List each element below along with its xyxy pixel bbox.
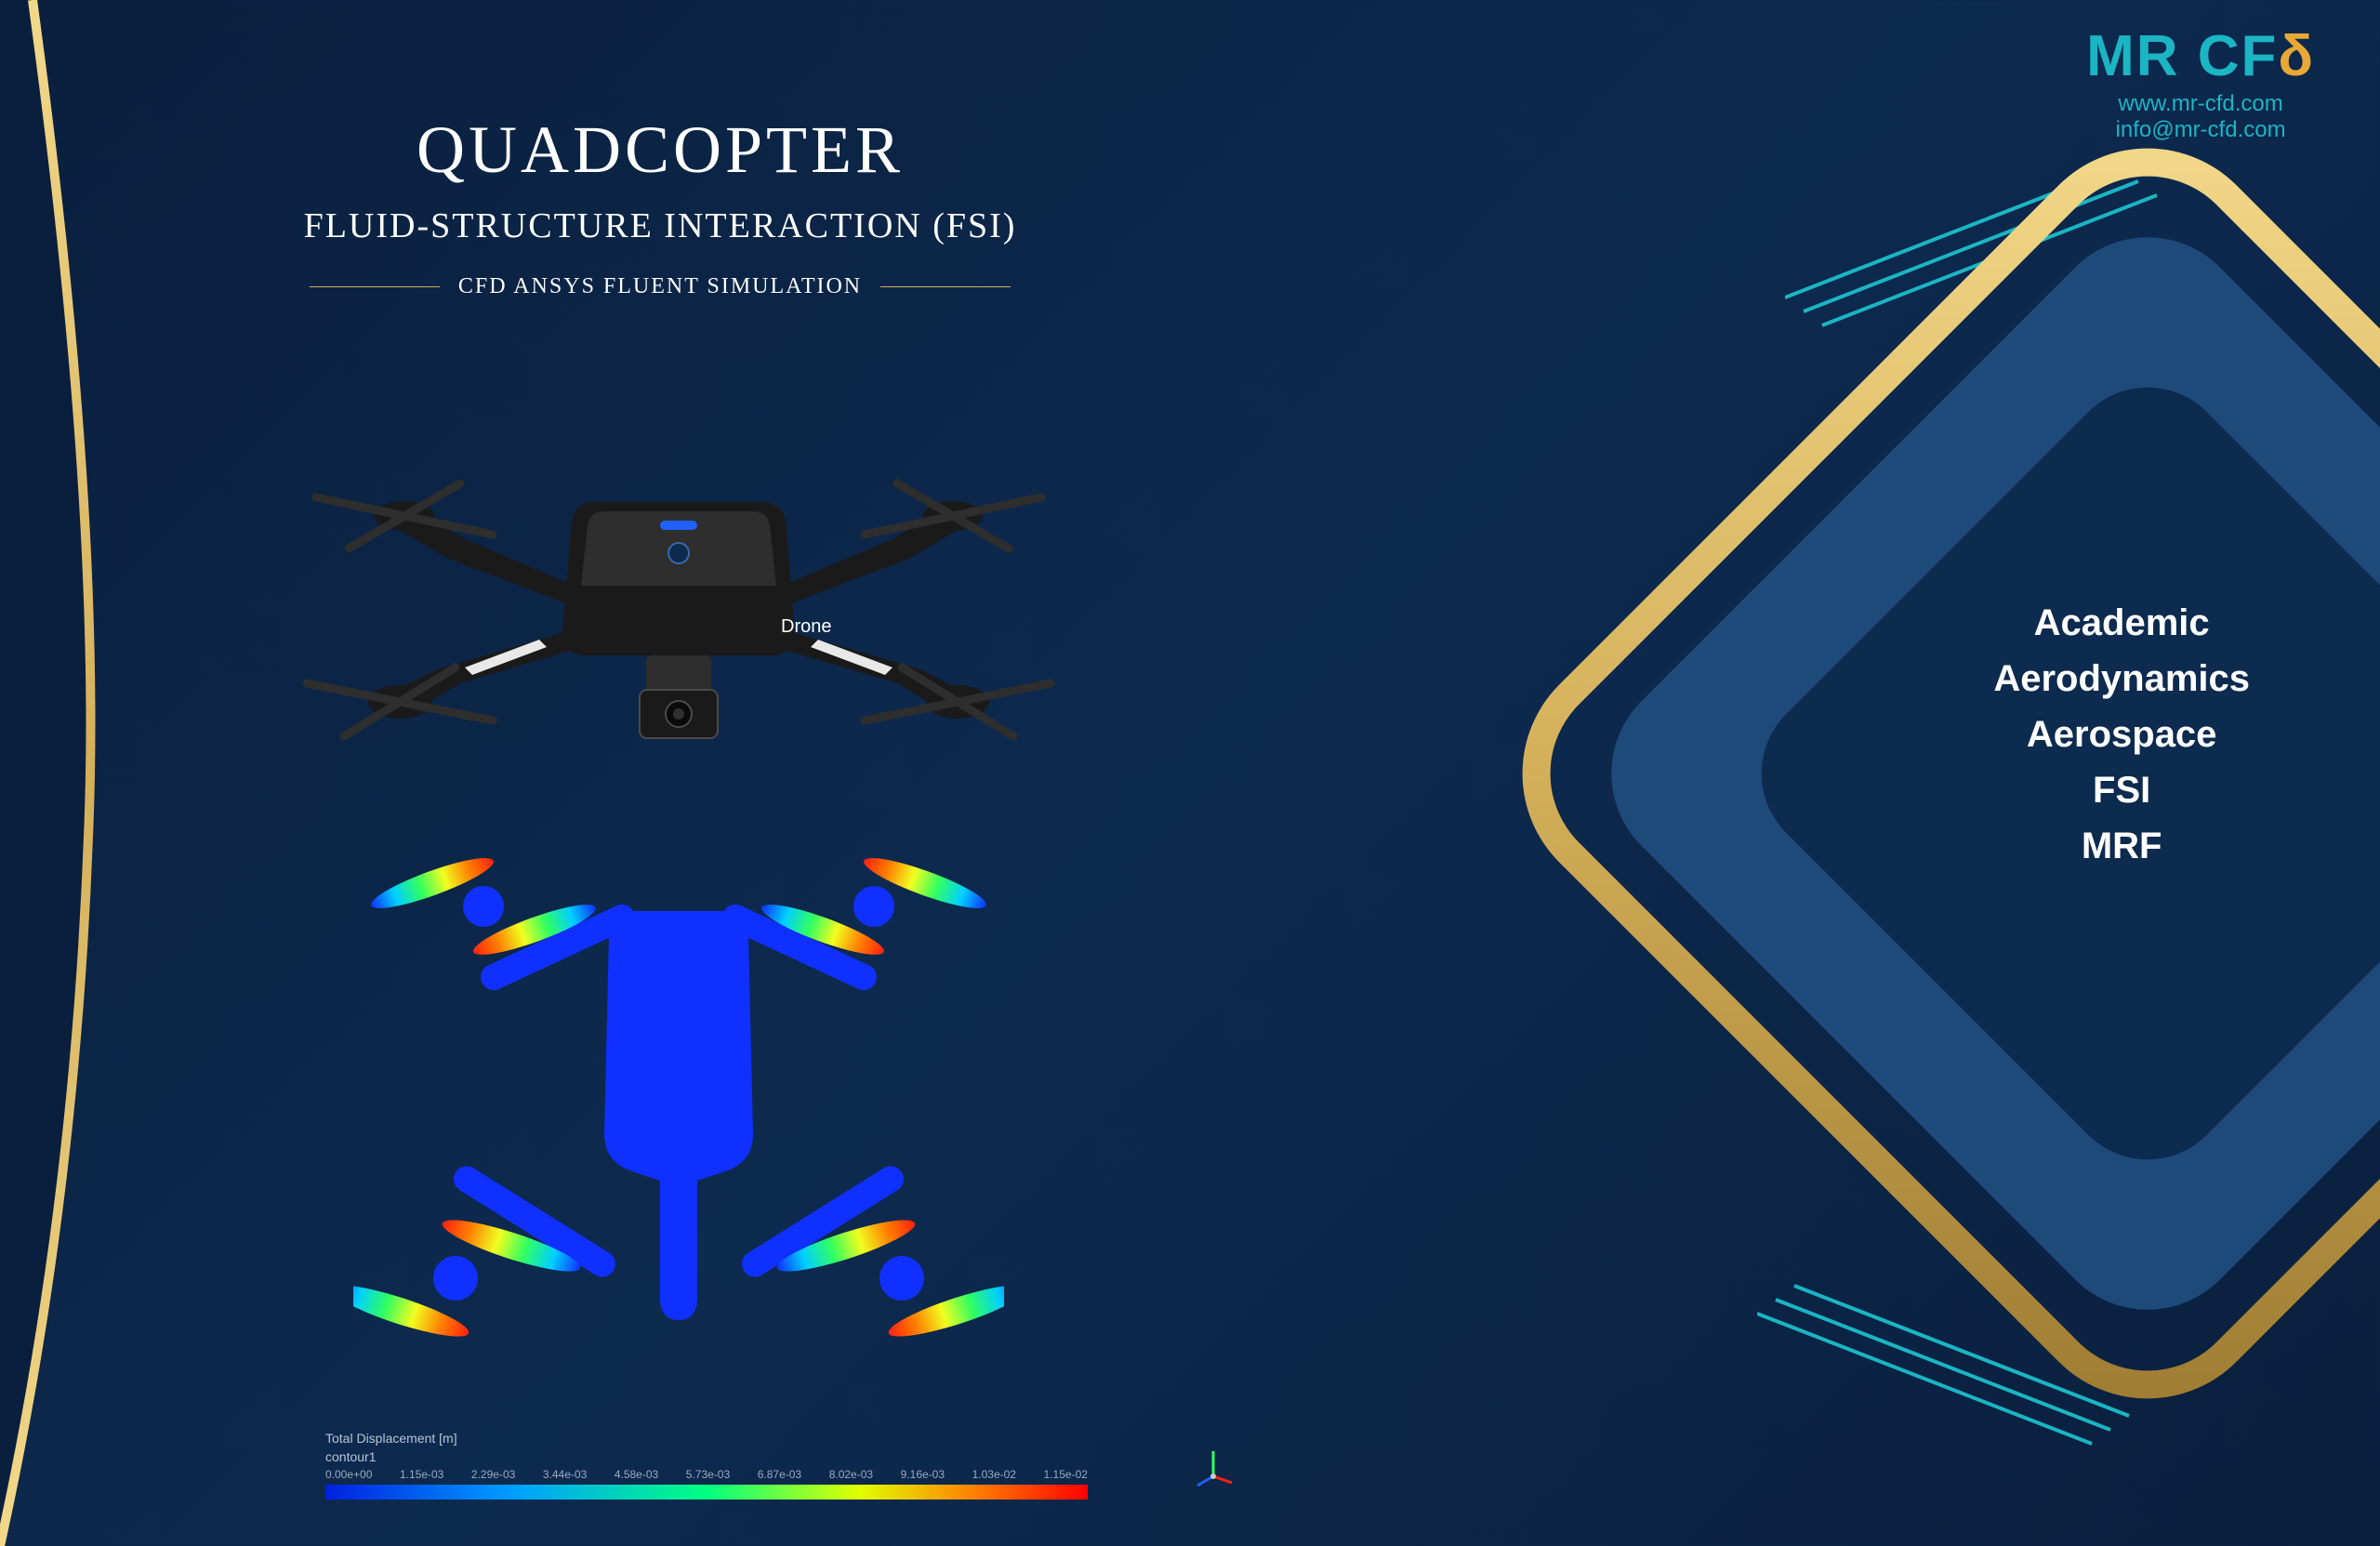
legend-title: Total Displacement [m] (325, 1431, 1088, 1446)
brand-url: www.mr-cfd.com (2086, 91, 2315, 117)
tagline-rule-right (880, 286, 1011, 287)
legend-tick: 1.03e-02 (972, 1468, 1016, 1481)
category-item: FSI (1993, 762, 2250, 818)
drone-body-label: Drone (781, 616, 831, 637)
tagline: CFD ANSYS FLUENT SIMULATION (458, 274, 862, 299)
legend-subtitle: contour1 (325, 1449, 1088, 1464)
legend-gradient-bar (325, 1485, 1088, 1500)
brand-prefix: MR CF (2086, 24, 2278, 88)
legend-tick: 6.87e-03 (758, 1468, 801, 1481)
brand-delta: δ (2278, 24, 2315, 88)
legend-tick: 8.02e-03 (829, 1468, 873, 1481)
legend-tick: 1.15e-02 (1044, 1468, 1088, 1481)
category-item: MRF (1993, 818, 2250, 874)
legend-tick: 0.00e+00 (325, 1468, 372, 1481)
legend-tick: 3.44e-03 (543, 1468, 587, 1481)
category-item: Academic (1993, 595, 2250, 651)
legend-tick: 2.29e-03 (471, 1468, 515, 1481)
drone-photo: Drone (260, 390, 1097, 837)
cfd-contour (353, 855, 1004, 1367)
brand-logo: MR CFδ (2086, 28, 2315, 86)
main-title: QUADCOPTER (242, 112, 1078, 189)
category-list: Academic Aerodynamics Aerospace FSI MRF (1993, 595, 2250, 874)
category-item: Aerodynamics (1993, 651, 2250, 707)
legend-tick: 4.58e-03 (615, 1468, 658, 1481)
title-block: QUADCOPTER FLUID-STRUCTURE INTERACTION (… (242, 112, 1078, 299)
gold-curve-left (0, 0, 112, 1546)
tagline-rule-left (310, 286, 440, 287)
legend-ticks: 0.00e+00 1.15e-03 2.29e-03 3.44e-03 4.58… (325, 1468, 1088, 1481)
axis-triad-icon (1190, 1444, 1236, 1490)
tagline-row: CFD ANSYS FLUENT SIMULATION (242, 274, 1078, 299)
color-legend: Total Displacement [m] contour1 0.00e+00… (325, 1431, 1088, 1500)
legend-tick: 1.15e-03 (400, 1468, 443, 1481)
legend-tick: 5.73e-03 (686, 1468, 730, 1481)
subtitle: FLUID-STRUCTURE INTERACTION (FSI) (242, 205, 1078, 246)
legend-tick: 9.16e-03 (901, 1468, 945, 1481)
accent-lines-bottom (1757, 1276, 2148, 1462)
category-item: Aerospace (1993, 707, 2250, 762)
